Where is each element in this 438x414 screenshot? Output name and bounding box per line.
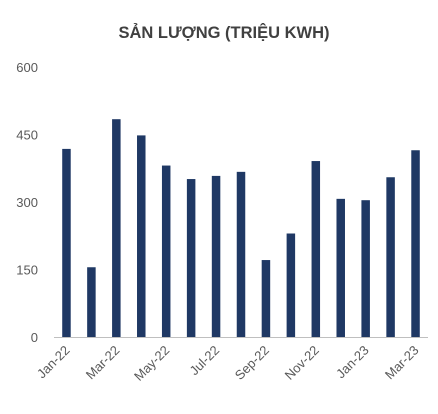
x-tick-label: Mar-22	[83, 343, 123, 383]
y-tick-label: 0	[31, 330, 38, 345]
bar	[286, 233, 296, 337]
bar	[261, 260, 271, 337]
bar	[161, 165, 171, 337]
bar	[186, 179, 196, 337]
bar	[386, 177, 395, 337]
bar	[361, 200, 370, 337]
x-tick-label: Nov-22	[282, 343, 322, 383]
x-tick-label: Jan-22	[34, 343, 73, 382]
bar	[211, 175, 221, 337]
bar	[62, 148, 71, 337]
y-tick-label: 450	[16, 128, 38, 143]
y-tick-label: 600	[16, 60, 38, 75]
x-tick-label: Sep-22	[232, 343, 272, 383]
bar	[236, 171, 246, 337]
bar	[311, 161, 321, 337]
bar	[411, 150, 420, 337]
bar	[112, 119, 121, 337]
chart-title: SẢN LƯỢNG (TRIỆU KWH)	[118, 23, 329, 42]
bar	[336, 198, 345, 337]
x-tick-label: Jan-23	[333, 343, 372, 382]
y-axis-ticks: 0 150 300 450 600	[16, 60, 38, 345]
y-tick-label: 150	[16, 263, 38, 278]
x-tick-label: May-22	[131, 343, 172, 384]
bar	[87, 267, 96, 337]
bar	[137, 135, 146, 337]
x-tick-label: Mar-23	[382, 343, 422, 383]
x-tick-label: Jul-22	[187, 343, 223, 379]
x-axis-ticks: Jan-22 Mar-22 May-22 Jul-22 Sep-22 Nov-22 Jan-…	[34, 343, 422, 384]
y-tick-label: 300	[16, 195, 38, 210]
bars-group	[62, 119, 420, 337]
